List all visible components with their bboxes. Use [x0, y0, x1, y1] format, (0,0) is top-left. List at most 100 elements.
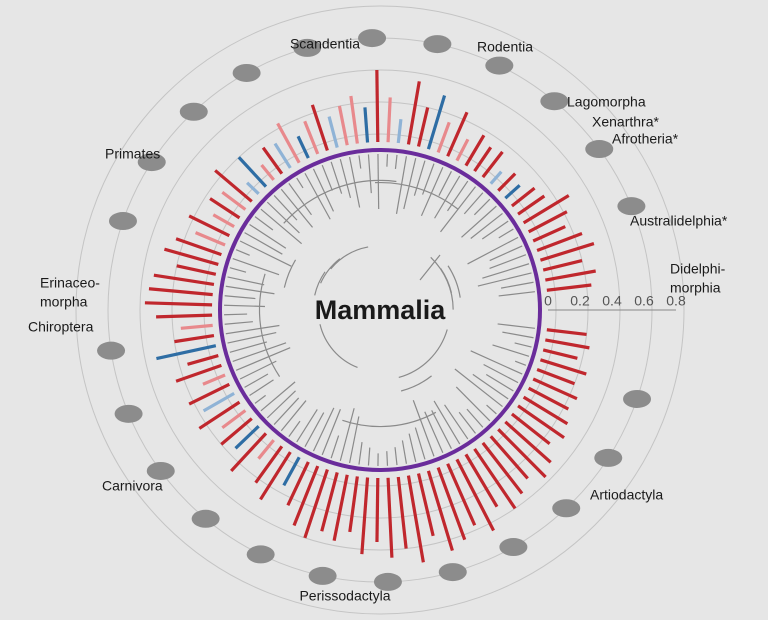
tree-branch: [422, 163, 435, 195]
tree-branch: [367, 447, 371, 466]
animal-silhouette: [423, 35, 452, 54]
tree-branch: [424, 411, 444, 454]
animal-silhouette: [552, 499, 581, 518]
bar: [517, 194, 546, 216]
bar: [296, 135, 310, 159]
tree-branch: [486, 404, 497, 415]
bar: [310, 104, 329, 151]
tree-branch: [458, 411, 476, 434]
bar: [234, 425, 260, 450]
bar: [198, 400, 241, 430]
tree-branch: [304, 412, 325, 448]
clade-label: Lagomorpha: [567, 94, 646, 110]
tree-branch: [470, 350, 523, 375]
tree-branch: [498, 228, 514, 239]
bar: [156, 313, 213, 319]
clade-label: Australidelphia*: [630, 213, 728, 229]
tree-branch: [463, 192, 484, 215]
bar: [489, 435, 529, 480]
clade-label: Chiroptera: [28, 319, 94, 335]
tree-branch: [260, 381, 296, 412]
bar: [237, 156, 268, 188]
bar: [303, 120, 320, 155]
bar: [546, 328, 587, 337]
tree-branch: [260, 208, 303, 245]
tree-branch: [232, 342, 287, 362]
tree-branch: [394, 447, 398, 466]
tree-branch: [321, 164, 333, 191]
tree-branch: [229, 341, 268, 353]
tree-branch: [483, 363, 519, 384]
bar: [455, 458, 495, 532]
tree-branch: [312, 407, 335, 452]
bar: [527, 386, 570, 411]
tree-branch: [232, 258, 280, 276]
animal-silhouette: [137, 153, 166, 172]
bar: [473, 146, 493, 173]
tree-branch: [433, 400, 461, 445]
animal-silhouette: [97, 341, 126, 360]
bar: [532, 225, 566, 243]
tree-branch: [235, 249, 250, 256]
tree-branch: [239, 360, 277, 380]
bar: [396, 476, 408, 549]
tree-branch: [225, 285, 275, 295]
bar: [327, 116, 339, 148]
bar: [230, 432, 268, 473]
bar: [446, 111, 469, 157]
tree-branch: [273, 195, 298, 221]
tree-branch: [288, 183, 312, 216]
tree-branch: [254, 394, 266, 404]
tree-branch: [348, 156, 361, 208]
tree-branch: [481, 220, 509, 240]
tree-branch: [224, 304, 265, 308]
bar: [180, 323, 213, 330]
bar: [349, 95, 359, 144]
animal-silhouette: [499, 538, 528, 557]
tree-branch: [358, 155, 362, 169]
clade-label: morpha: [40, 294, 88, 310]
tree-branch: [374, 181, 459, 210]
tree-branch: [266, 201, 300, 234]
y-tick-label: 0.2: [570, 293, 590, 309]
tree-branch: [312, 168, 335, 212]
bar: [176, 264, 217, 276]
bar: [286, 461, 310, 507]
bar: [220, 417, 253, 446]
tree-branch: [235, 347, 291, 371]
y-tick-label: 0.8: [666, 293, 686, 309]
animal-silhouette: [232, 63, 261, 82]
bar: [504, 420, 552, 464]
y-tick-label: 0: [544, 293, 552, 309]
tree-branch: [420, 166, 444, 217]
bar: [375, 477, 380, 543]
tree-branch: [482, 263, 530, 279]
grid-circle: [75, 5, 685, 615]
bar: [517, 404, 565, 439]
tree-branch: [431, 410, 452, 449]
tree-branch: [413, 160, 426, 196]
tree-branch: [330, 435, 340, 459]
bar: [332, 474, 349, 541]
tree-branch: [224, 321, 253, 325]
tree-branch: [454, 368, 503, 408]
tree-branch: [412, 400, 435, 457]
clade-label: Carnivora: [102, 478, 163, 494]
tree-branch: [273, 397, 300, 425]
bar: [481, 150, 504, 179]
tree-branch: [477, 272, 532, 287]
bar: [542, 348, 578, 360]
bar: [375, 69, 380, 143]
bar: [245, 181, 260, 195]
tree-branch: [319, 324, 358, 368]
animal-silhouette: [623, 389, 652, 408]
bar: [522, 395, 569, 426]
bar: [426, 95, 447, 150]
bar: [259, 451, 292, 501]
animal-silhouette: [373, 572, 402, 591]
tree-branch: [339, 408, 355, 462]
bar: [163, 247, 219, 266]
tree-branch: [266, 390, 296, 419]
animal-silhouette: [585, 140, 614, 159]
